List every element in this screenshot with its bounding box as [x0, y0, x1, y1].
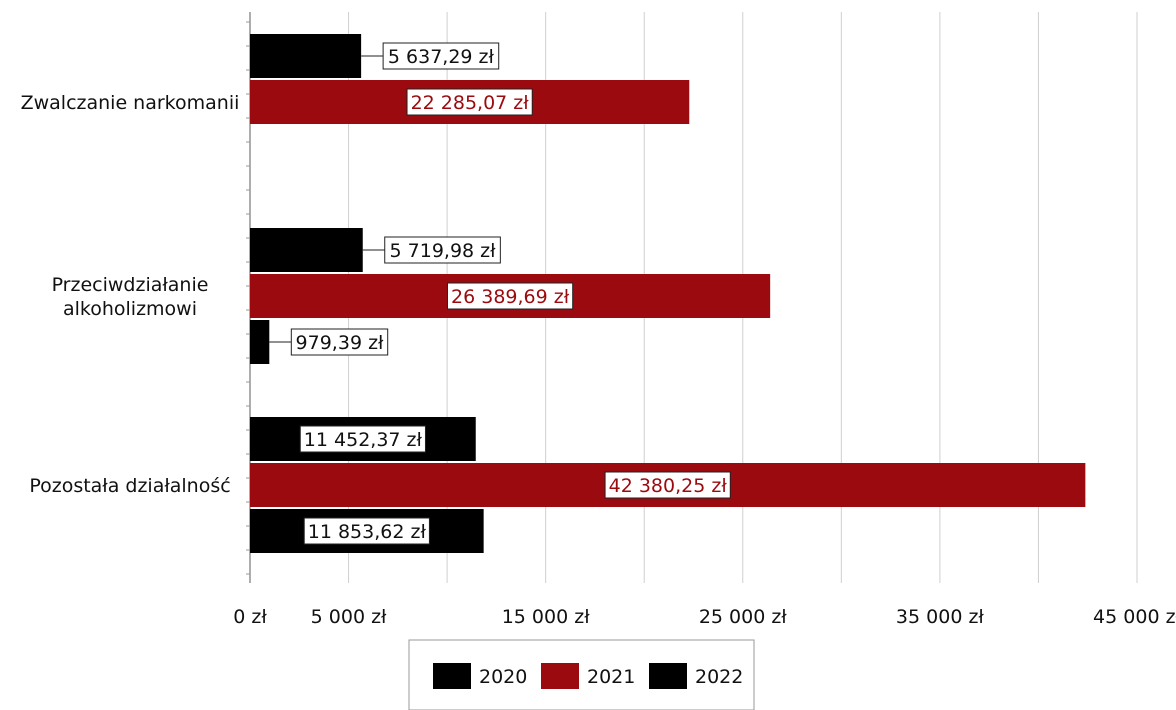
category-label: Zwalczanie narkomanii [21, 92, 240, 114]
data-label: 5 637,29 zł [388, 46, 495, 68]
x-tick-label: 45 000 zł [1093, 606, 1176, 628]
bar-2020 [250, 228, 363, 272]
legend-swatch [541, 663, 579, 689]
x-tick-label: 15 000 zł [502, 606, 590, 628]
legend-swatch [433, 663, 471, 689]
data-label: 26 389,69 zł [451, 286, 570, 308]
x-tick-label: 35 000 zł [896, 606, 984, 628]
data-label: 979,39 zł [296, 332, 384, 354]
legend-swatch [649, 663, 687, 689]
category-label: Pozostała działalność [29, 475, 230, 497]
legend-label: 2020 [479, 666, 527, 688]
bar-2020 [250, 34, 361, 78]
bar-2022 [250, 320, 269, 364]
x-tick-label: 25 000 zł [699, 606, 787, 628]
x-tick-label: 0 zł [233, 606, 267, 628]
data-label: 22 285,07 zł [411, 92, 530, 114]
legend-label: 2022 [695, 666, 743, 688]
category-label: alkoholizmowi [63, 298, 197, 320]
legend: 2020 2021 2022 [409, 640, 754, 710]
data-label: 5 719,98 zł [390, 240, 497, 262]
x-tick-label: 5 000 zł [311, 606, 387, 628]
data-label: 11 853,62 zł [308, 521, 427, 543]
category-label: Przeciwdziałanie [52, 274, 209, 296]
data-label: 42 380,25 zł [609, 475, 728, 497]
data-label: 11 452,37 zł [304, 429, 423, 451]
legend-label: 2021 [587, 666, 635, 688]
